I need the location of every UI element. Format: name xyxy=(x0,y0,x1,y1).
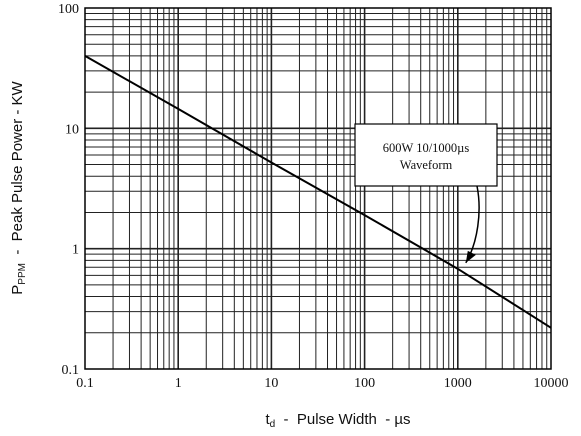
series-line xyxy=(84,55,552,329)
y-axis-label-rest: - Peak Pulse Power - KW xyxy=(9,80,26,263)
y-tick-label: 0.1 xyxy=(62,363,80,378)
y-axis-label-sub: PPM xyxy=(17,263,28,285)
annotation-text-line: Waveform xyxy=(400,158,453,172)
y-axis-label-main: P xyxy=(9,285,26,295)
x-axis-label-rest: - Pulse Width - µs xyxy=(275,411,410,428)
annotation-text-line: 600W 10/1000µs xyxy=(383,141,470,155)
x-axis-label: td - Pulse Width - µs xyxy=(265,411,410,430)
y-axis-label: PPPM - Peak Pulse Power - KW xyxy=(9,80,28,294)
y-tick-label: 100 xyxy=(58,2,79,17)
x-axis-label-sub: d xyxy=(270,419,276,430)
y-tick-label: 1 xyxy=(72,243,79,258)
series-layer xyxy=(84,55,552,329)
annotation-arrow-head xyxy=(465,250,476,263)
plot-frame xyxy=(84,7,552,370)
x-axis-label-main: t xyxy=(265,411,270,428)
y-tick-label: 10 xyxy=(65,122,79,137)
annotation: 600W 10/1000µs Waveform xyxy=(354,123,498,264)
grid-lines xyxy=(85,8,551,369)
tick-labels: 0.1 1 10 100 1000 10000 0.1 1 10 100 xyxy=(58,2,569,391)
x-tick-label: 1 xyxy=(175,376,182,391)
x-tick-label: 10 xyxy=(264,376,278,391)
x-tick-label: 100 xyxy=(354,376,375,391)
x-tick-label: 10000 xyxy=(534,376,569,391)
annotation-box xyxy=(354,123,498,187)
x-tick-label: 0.1 xyxy=(76,376,94,391)
x-tick-label: 1000 xyxy=(444,376,472,391)
